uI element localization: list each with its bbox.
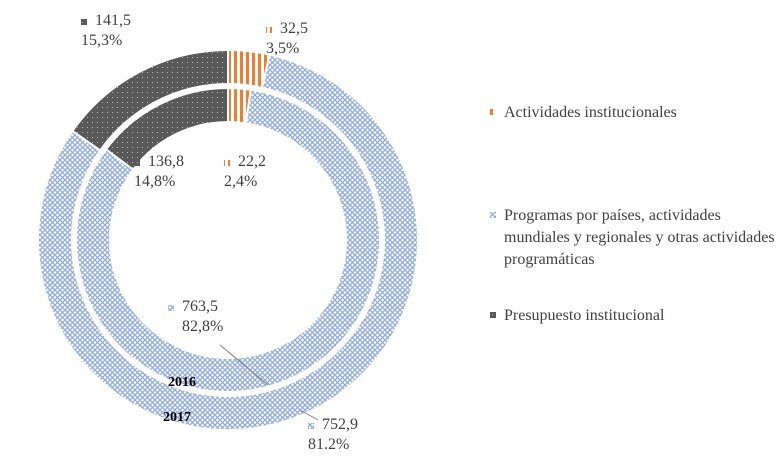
label-marker xyxy=(224,160,230,166)
legend-swatch xyxy=(490,109,496,115)
percent-label: 81.2% xyxy=(308,436,349,453)
percent-label: 2,4% xyxy=(224,173,257,190)
percent-label: 15,3% xyxy=(81,32,122,49)
legend-label: Actividades institucionales xyxy=(504,104,677,121)
legend-item: Actividades institucionales xyxy=(490,102,775,124)
label-marker xyxy=(81,19,87,25)
legend-swatch xyxy=(490,312,496,318)
donut-segment xyxy=(75,88,381,393)
leader-line xyxy=(299,409,319,421)
leader-line xyxy=(219,344,269,386)
label-marker xyxy=(308,423,314,429)
data-label: 141,5 xyxy=(95,12,131,29)
percent-label: 14,8% xyxy=(134,173,175,190)
data-label: 136,8 xyxy=(148,153,184,170)
legend-item: Presupuesto institucional xyxy=(490,305,775,327)
data-label: 752,9 xyxy=(322,416,358,433)
chart: 22,2 2,4% 763,5 82,8% 136,8 14,8% 32,5 3,5% 752,… xyxy=(37,12,419,453)
donut-segment xyxy=(37,53,419,431)
ring-label: 2017 xyxy=(163,410,191,425)
label-marker xyxy=(134,160,140,166)
data-label: 763,5 xyxy=(182,298,218,315)
label-marker xyxy=(168,305,174,311)
data-label: 32,5 xyxy=(280,20,308,37)
data-label: 22,2 xyxy=(238,153,266,170)
donut-segment xyxy=(104,86,229,172)
ring-label: 2016 xyxy=(168,375,196,390)
donut-segment xyxy=(71,48,229,152)
legend-label: Programas por países, actividades mundia… xyxy=(504,207,775,268)
legend-label: Presupuesto institucional xyxy=(504,307,665,324)
percent-label: 82,8% xyxy=(182,318,223,335)
legend-swatch xyxy=(490,212,496,218)
label-marker xyxy=(266,27,272,33)
legend-item: Programas por países, actividades mundia… xyxy=(490,205,775,271)
percent-label: 3,5% xyxy=(266,40,299,57)
